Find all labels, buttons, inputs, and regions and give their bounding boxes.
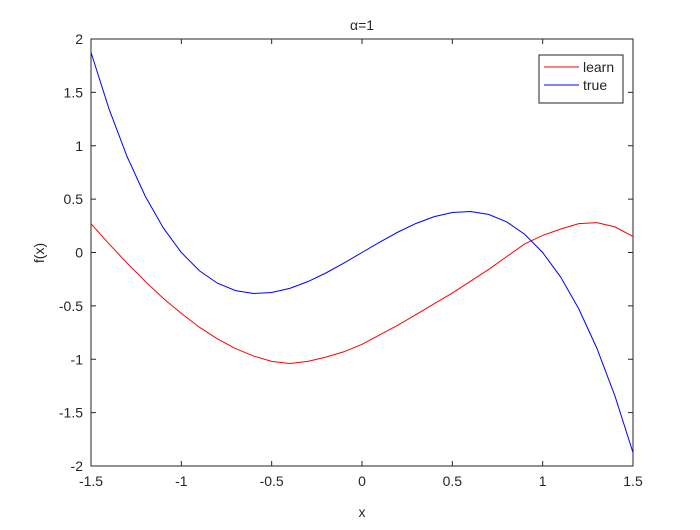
- legend-label: true: [583, 77, 607, 93]
- x-tick-label: -1.5: [79, 473, 103, 489]
- y-tick-label: -1.5: [59, 405, 83, 421]
- x-tick-label: 0: [358, 473, 366, 489]
- y-tick-label: -1: [71, 351, 84, 367]
- series-line: [90, 222, 634, 365]
- y-axis-label: f(x): [31, 243, 47, 263]
- chart-title: α=1: [350, 17, 374, 33]
- y-tick-label: 1.5: [64, 84, 84, 100]
- x-tick-label: -1: [175, 473, 188, 489]
- y-tick-label: -0.5: [59, 298, 83, 314]
- legend-box: [538, 54, 624, 104]
- y-tick-label: 2: [75, 31, 83, 47]
- y-tick-label: 0.5: [64, 191, 84, 207]
- y-tick-label: 1: [75, 138, 83, 154]
- y-tick-label: 0: [75, 245, 83, 261]
- x-tick-label: 0.5: [443, 473, 463, 489]
- legend-label: learn: [583, 59, 614, 75]
- x-axis-label: x: [359, 504, 366, 520]
- y-tick-label: -2: [71, 458, 84, 474]
- x-tick-label: -0.5: [260, 473, 284, 489]
- x-tick-label: 1: [539, 473, 547, 489]
- x-tick-label: 1.5: [623, 473, 643, 489]
- series-line: [90, 52, 634, 453]
